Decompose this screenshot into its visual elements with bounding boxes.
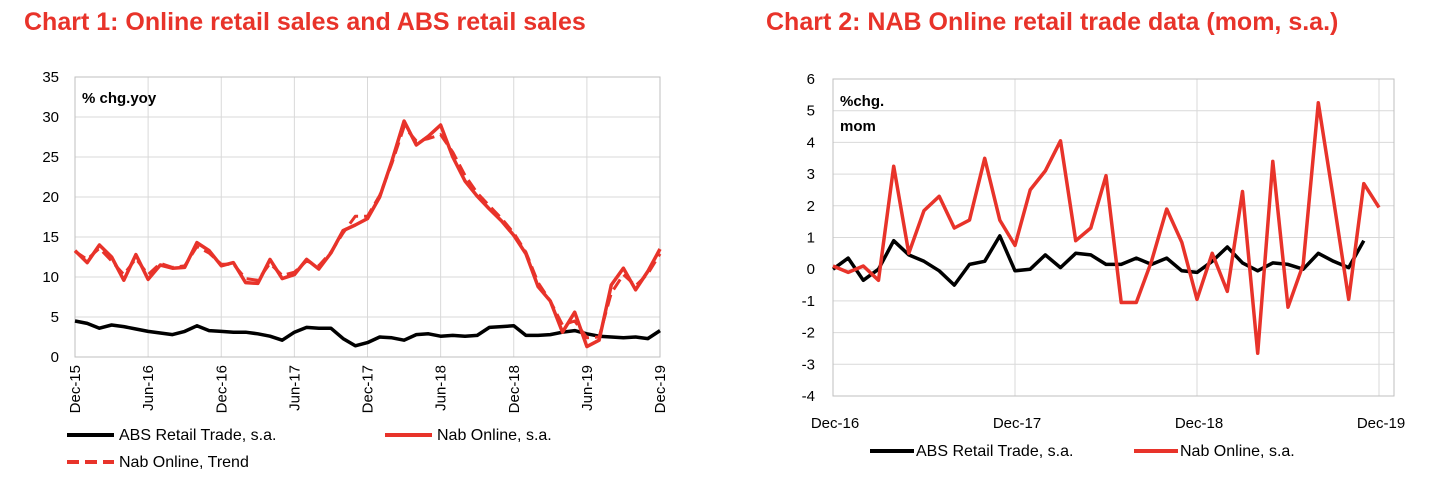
y-tick-label: 35 — [42, 69, 59, 86]
x-tick-label: Jun-17 — [286, 365, 303, 411]
y-tick-label: 30 — [42, 109, 59, 126]
y-tick-label: 6 — [807, 71, 815, 88]
x-tick-label: Dec-18 — [1175, 415, 1223, 432]
chart-1-title: Chart 1: Online retail sales and ABS ret… — [24, 8, 586, 36]
chart-1-svg: 0 5 10 15 20 25 30 35 Dec-15 Jun-16 Dec-16 Jun-17 De… — [42, 69, 669, 471]
x-tick-label: Dec-19 — [652, 365, 669, 413]
x-tick-label: Jun-19 — [579, 365, 596, 411]
y-tick-label: 5 — [51, 309, 59, 326]
chart-2-title: Chart 2: NAB Online retail trade data (m… — [766, 8, 1339, 36]
unit-label: % chg.yoy — [82, 90, 157, 107]
unit-label-line-2: mom — [840, 118, 876, 135]
x-tick-label: Dec-17 — [360, 365, 377, 413]
y-tick-label: 15 — [42, 229, 59, 246]
x-tick-label: Dec-19 — [1357, 415, 1405, 432]
series-line-2 — [832, 101, 1381, 355]
chart-2-panel: Chart 2: NAB Online retail trade data (m… — [720, 0, 1440, 486]
y-tick-label: 3 — [807, 166, 815, 183]
x-tick-label: Dec-16 — [213, 365, 230, 413]
y-tick-label: 1 — [807, 230, 815, 247]
legend-label-1: ABS Retail Trade, s.a. — [119, 427, 276, 444]
chart-2-svg: -4 -3 -2 -1 0 1 2 3 4 5 6 Dec-16 Dec-17 Dec-18 Dec-19%… — [802, 71, 1406, 460]
x-tick-label: Dec-15 — [67, 365, 84, 413]
y-tick-label: -4 — [802, 388, 815, 405]
y-tick-label: 4 — [807, 134, 815, 151]
y-tick-label: -1 — [802, 293, 815, 310]
y-tick-label: 0 — [807, 261, 815, 278]
x-tick-label: Dec-18 — [506, 365, 523, 413]
plot-area-border — [832, 78, 1395, 397]
legend-label-2: Nab Online, s.a. — [437, 427, 552, 444]
x-tick-label: Dec-16 — [811, 415, 859, 432]
y-tick-label: 10 — [42, 269, 59, 286]
y-tick-label: 0 — [51, 349, 59, 366]
series-line-3 — [74, 125, 662, 340]
legend-label-3: Nab Online, Trend — [119, 454, 249, 471]
y-tick-label: 5 — [807, 103, 815, 120]
plot-area-border — [74, 76, 661, 358]
chart-1-panel: Chart 1: Online retail sales and ABS ret… — [24, 8, 669, 471]
y-tick-label: 2 — [807, 198, 815, 215]
unit-label-line-1: %chg. — [840, 93, 884, 110]
x-tick-label: Jun-16 — [140, 365, 157, 411]
y-tick-label: 25 — [42, 149, 59, 166]
y-tick-label: 20 — [42, 189, 59, 206]
y-tick-label: -3 — [802, 356, 815, 373]
series-line-1 — [831, 234, 1366, 287]
y-tick-label: -2 — [802, 325, 815, 342]
x-tick-label: Jun-18 — [433, 365, 450, 411]
x-tick-label: Dec-17 — [993, 415, 1041, 432]
legend-label-2: Nab Online, s.a. — [1180, 443, 1295, 460]
legend-label-1: ABS Retail Trade, s.a. — [916, 443, 1073, 460]
